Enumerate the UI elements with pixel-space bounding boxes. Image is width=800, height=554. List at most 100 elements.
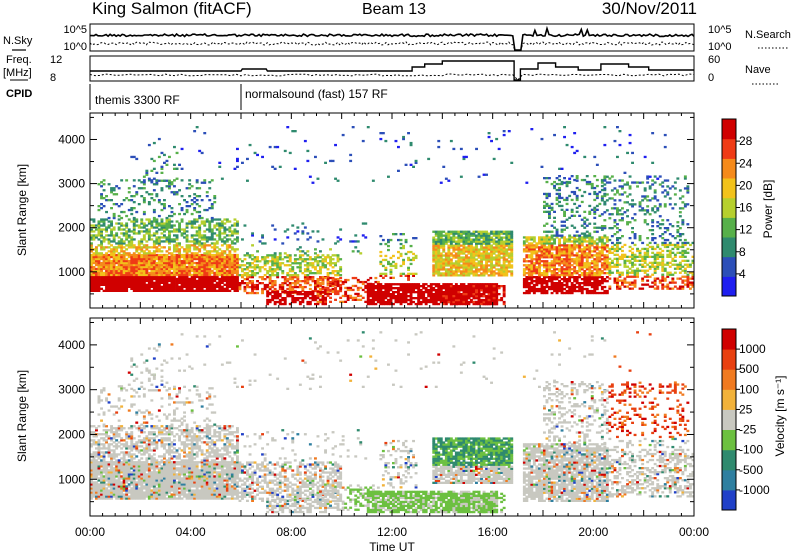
heatmap-cell	[371, 300, 375, 304]
heatmap-cell	[266, 300, 270, 304]
heatmap-cell	[467, 274, 471, 277]
heatmap-cell	[472, 264, 476, 267]
heatmap-cell	[457, 232, 461, 235]
heatmap-cell	[568, 236, 572, 239]
heatmap-cell	[595, 230, 599, 233]
heatmap-cell	[278, 283, 282, 287]
heatmap-cell	[185, 285, 189, 288]
heatmap-cell	[535, 287, 539, 291]
heatmap-cell	[497, 256, 501, 259]
heatmap-cell	[281, 272, 285, 275]
heatmap-cell	[97, 259, 101, 263]
heatmap-cell	[157, 281, 161, 284]
heatmap-cell	[452, 244, 456, 247]
heatmap-cell	[150, 193, 154, 196]
heatmap-cell	[205, 244, 209, 247]
heatmap-cell	[107, 263, 111, 267]
heatmap-cell	[170, 265, 174, 269]
heatmap-cell	[444, 302, 448, 306]
heatmap-cell	[127, 242, 131, 245]
heatmap-cell	[105, 199, 108, 202]
heatmap-cell	[570, 272, 574, 275]
heatmap-cell	[399, 297, 403, 300]
heatmap-cell	[291, 282, 295, 285]
heatmap-cell	[570, 282, 574, 285]
heatmap-cell	[100, 244, 103, 247]
heatmap-cell	[369, 298, 373, 302]
heatmap-cell	[160, 218, 164, 221]
heatmap-cell	[137, 289, 141, 292]
heatmap-cell	[107, 253, 111, 257]
heatmap-cell	[92, 218, 96, 221]
heatmap-cell	[575, 280, 579, 283]
heatmap-cell	[487, 240, 491, 243]
heatmap-cell	[97, 255, 101, 259]
heatmap-cell	[480, 234, 483, 237]
heatmap-cell	[548, 192, 551, 196]
heatmap-cell	[454, 256, 458, 259]
heatmap-cell	[296, 298, 300, 302]
heatmap-cell	[185, 244, 189, 247]
heatmap-cell	[442, 272, 446, 275]
heatmap-cell	[467, 244, 471, 247]
heatmap-cell	[356, 298, 360, 301]
heatmap-cell	[457, 252, 461, 255]
heatmap-cell	[188, 222, 192, 225]
heatmap-cell	[495, 302, 499, 306]
heatmap-cell	[472, 285, 476, 288]
heatmap-cell	[251, 232, 254, 235]
heatmap-cell	[545, 272, 549, 275]
heatmap-cell	[502, 254, 506, 257]
heatmap-cell	[127, 253, 131, 257]
heatmap-cell	[276, 276, 280, 279]
heatmap-cell	[570, 198, 574, 202]
heatmap-cell	[188, 263, 192, 267]
heatmap-cell	[495, 258, 499, 261]
heatmap-cell	[452, 264, 456, 267]
heatmap-cell	[580, 291, 584, 295]
heatmap-cell	[580, 238, 584, 241]
heatmap-cell	[538, 260, 541, 263]
heatmap-cell	[454, 242, 458, 245]
heatmap-cell	[127, 271, 131, 275]
heatmap-cell	[293, 254, 297, 257]
heatmap-cell	[90, 234, 93, 237]
heatmap-cell	[95, 269, 98, 273]
heatmap-cell	[502, 256, 506, 259]
heatmap-cell	[178, 228, 181, 231]
heatmap-cell	[105, 281, 108, 284]
heatmap-cell	[605, 246, 609, 249]
heatmap-cell	[475, 242, 478, 245]
heatmap-cell	[165, 271, 169, 275]
heatmap-cell	[150, 255, 154, 259]
heatmap-cell	[326, 272, 330, 275]
heatmap-cell	[147, 203, 151, 206]
heatmap-cell	[210, 230, 214, 233]
heatmap-cell	[160, 271, 164, 275]
heatmap-cell	[538, 238, 541, 241]
heatmap-cell	[522, 244, 526, 247]
heatmap-cell	[288, 276, 292, 279]
heatmap-cell	[220, 259, 224, 263]
heatmap-cell	[145, 275, 149, 279]
heatmap-cell	[100, 281, 103, 284]
heatmap-cell	[548, 287, 551, 291]
heatmap-cell	[157, 242, 161, 245]
heatmap-cell	[266, 260, 270, 263]
heatmap-cell	[188, 285, 192, 288]
heatmap-cell	[165, 261, 169, 265]
heatmap-cell	[381, 287, 385, 290]
heatmap-cell	[590, 262, 594, 265]
heatmap-cell	[447, 238, 451, 241]
heatmap-cell	[198, 250, 202, 253]
heatmap-cell	[578, 287, 582, 291]
heatmap-cell	[560, 182, 564, 186]
heatmap-cell	[155, 179, 159, 182]
heatmap-cell	[168, 226, 171, 229]
heatmap-cell	[580, 268, 584, 271]
heatmap-cell	[459, 264, 463, 267]
heatmap-cell	[107, 246, 111, 249]
heatmap-cell	[253, 264, 257, 267]
heatmap-cell	[122, 273, 126, 277]
heatmap-cell	[147, 220, 151, 223]
